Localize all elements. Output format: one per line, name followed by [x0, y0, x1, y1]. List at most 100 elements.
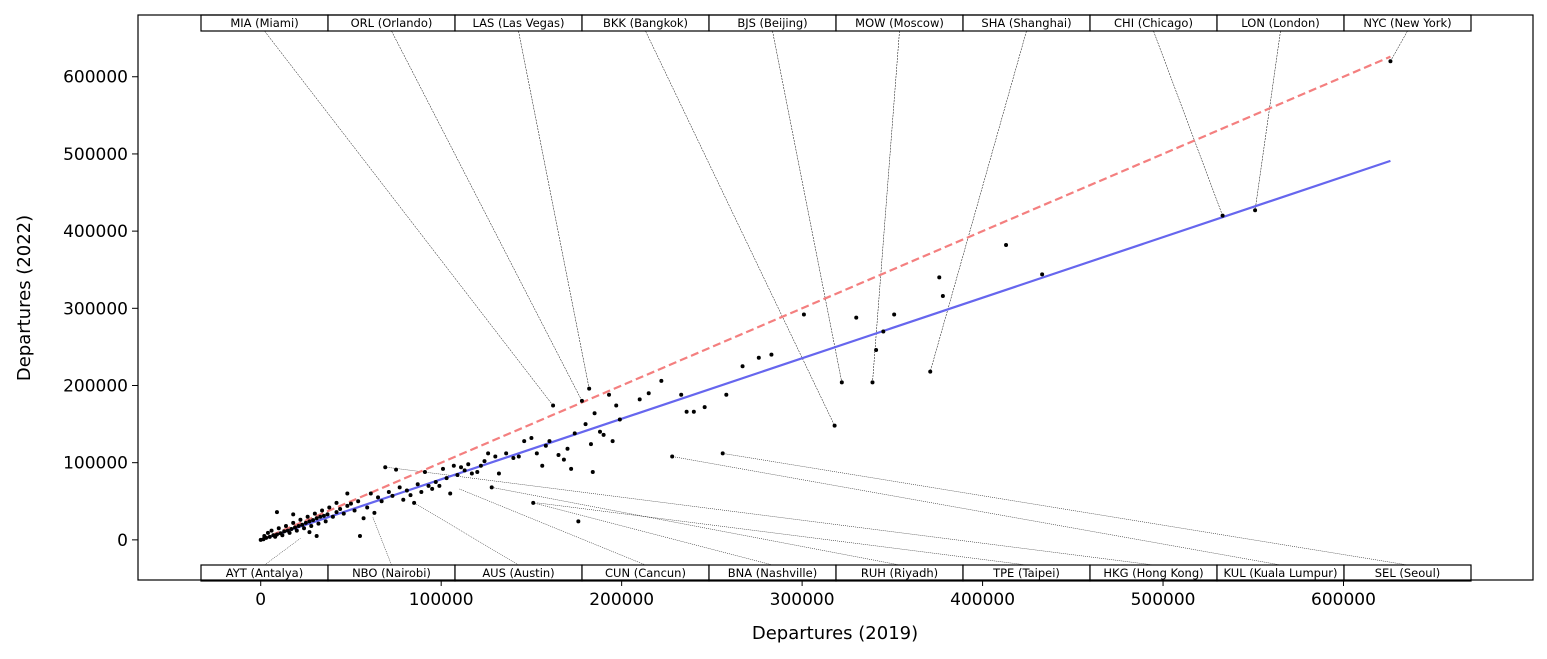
label-connector [459, 488, 646, 566]
data-point [334, 510, 339, 515]
data-point [323, 519, 328, 524]
data-point [724, 392, 729, 397]
data-point [590, 469, 595, 474]
data-point [516, 454, 521, 459]
data-point [408, 493, 413, 498]
x-axis-title: Departures (2019) [752, 623, 918, 644]
data-point [940, 293, 945, 298]
data-point [756, 355, 761, 360]
data-point [1388, 59, 1393, 64]
data-point [937, 275, 942, 280]
city-label: BKK (Bangkok) [603, 16, 688, 30]
data-point [565, 446, 570, 451]
data-point [383, 465, 388, 470]
data-point [307, 530, 312, 535]
data-point [345, 503, 350, 508]
label-connector [533, 502, 773, 566]
data-point [293, 525, 298, 530]
data-point [720, 451, 725, 456]
city-label: SEL (Seoul) [1375, 566, 1441, 580]
data-point [839, 380, 844, 385]
data-point [294, 528, 299, 533]
label-connector [264, 30, 554, 406]
city-label: AUS (Austin) [482, 566, 554, 580]
data-point [543, 443, 548, 448]
data-point [561, 457, 566, 462]
data-point [1040, 272, 1045, 277]
y-tick-label: 500000 [63, 145, 128, 165]
data-point [486, 451, 491, 456]
data-point [646, 391, 651, 396]
label-connector [518, 30, 590, 389]
y-axis-title: Departures (2022) [14, 215, 35, 381]
city-label: CUN (Cancun) [605, 566, 686, 580]
data-point [267, 534, 272, 539]
data-point [592, 411, 597, 416]
data-point [874, 347, 879, 352]
data-point [504, 451, 509, 456]
data-point [540, 463, 545, 468]
data-point [496, 471, 501, 476]
data-point [1253, 208, 1258, 213]
data-point [276, 526, 281, 531]
data-point [274, 510, 279, 515]
data-point [348, 501, 353, 506]
data-point [529, 435, 534, 440]
label-connector [264, 538, 301, 566]
fit-line [260, 159, 1391, 541]
data-point [404, 488, 409, 493]
data-point [493, 454, 498, 459]
data-point [801, 312, 806, 317]
label-connector [722, 453, 1408, 566]
city-label: RUH (Riyadh) [861, 566, 938, 580]
data-point [769, 352, 774, 357]
data-point [679, 392, 684, 397]
data-point [448, 491, 453, 496]
x-tick-label: 200000 [589, 590, 654, 610]
label-connector [1390, 30, 1408, 62]
data-point [670, 454, 675, 459]
data-point [422, 469, 427, 474]
data-point [459, 465, 464, 470]
city-label: KUL (Kuala Lumpur) [1224, 566, 1338, 580]
data-point [614, 403, 619, 408]
city-label: TPE (Taipei) [992, 566, 1060, 580]
data-point [430, 486, 435, 491]
data-point [702, 405, 707, 410]
data-point [298, 517, 303, 522]
data-point [412, 500, 417, 505]
plot-frame [137, 14, 1534, 581]
label-connector [930, 30, 1027, 372]
data-point [273, 534, 278, 539]
data-point [282, 529, 287, 534]
data-point [684, 409, 689, 414]
data-point [303, 520, 308, 525]
data-point [376, 495, 381, 500]
data-point [617, 417, 622, 422]
label-connector [387, 467, 1154, 566]
data-point [314, 534, 319, 539]
label-connector [645, 30, 835, 426]
x-tick-label: 300000 [770, 590, 835, 610]
data-point [637, 397, 642, 402]
y-tick-label: 200000 [63, 376, 128, 396]
data-point [397, 485, 402, 490]
x-tick-label: 100000 [409, 590, 474, 610]
data-point [588, 442, 593, 447]
data-point [478, 463, 483, 468]
data-point [610, 439, 615, 444]
data-point [522, 439, 527, 444]
label-connector [1254, 30, 1281, 211]
data-point [455, 473, 460, 478]
data-point [361, 516, 366, 521]
y-tick-label: 100000 [63, 454, 128, 474]
data-point [583, 422, 588, 427]
data-point [576, 519, 581, 524]
data-point [352, 508, 357, 513]
data-point [345, 491, 350, 496]
data-point [740, 364, 745, 369]
label-connector [413, 502, 519, 566]
y-tick-label: 600000 [63, 68, 128, 88]
data-point [372, 510, 377, 515]
